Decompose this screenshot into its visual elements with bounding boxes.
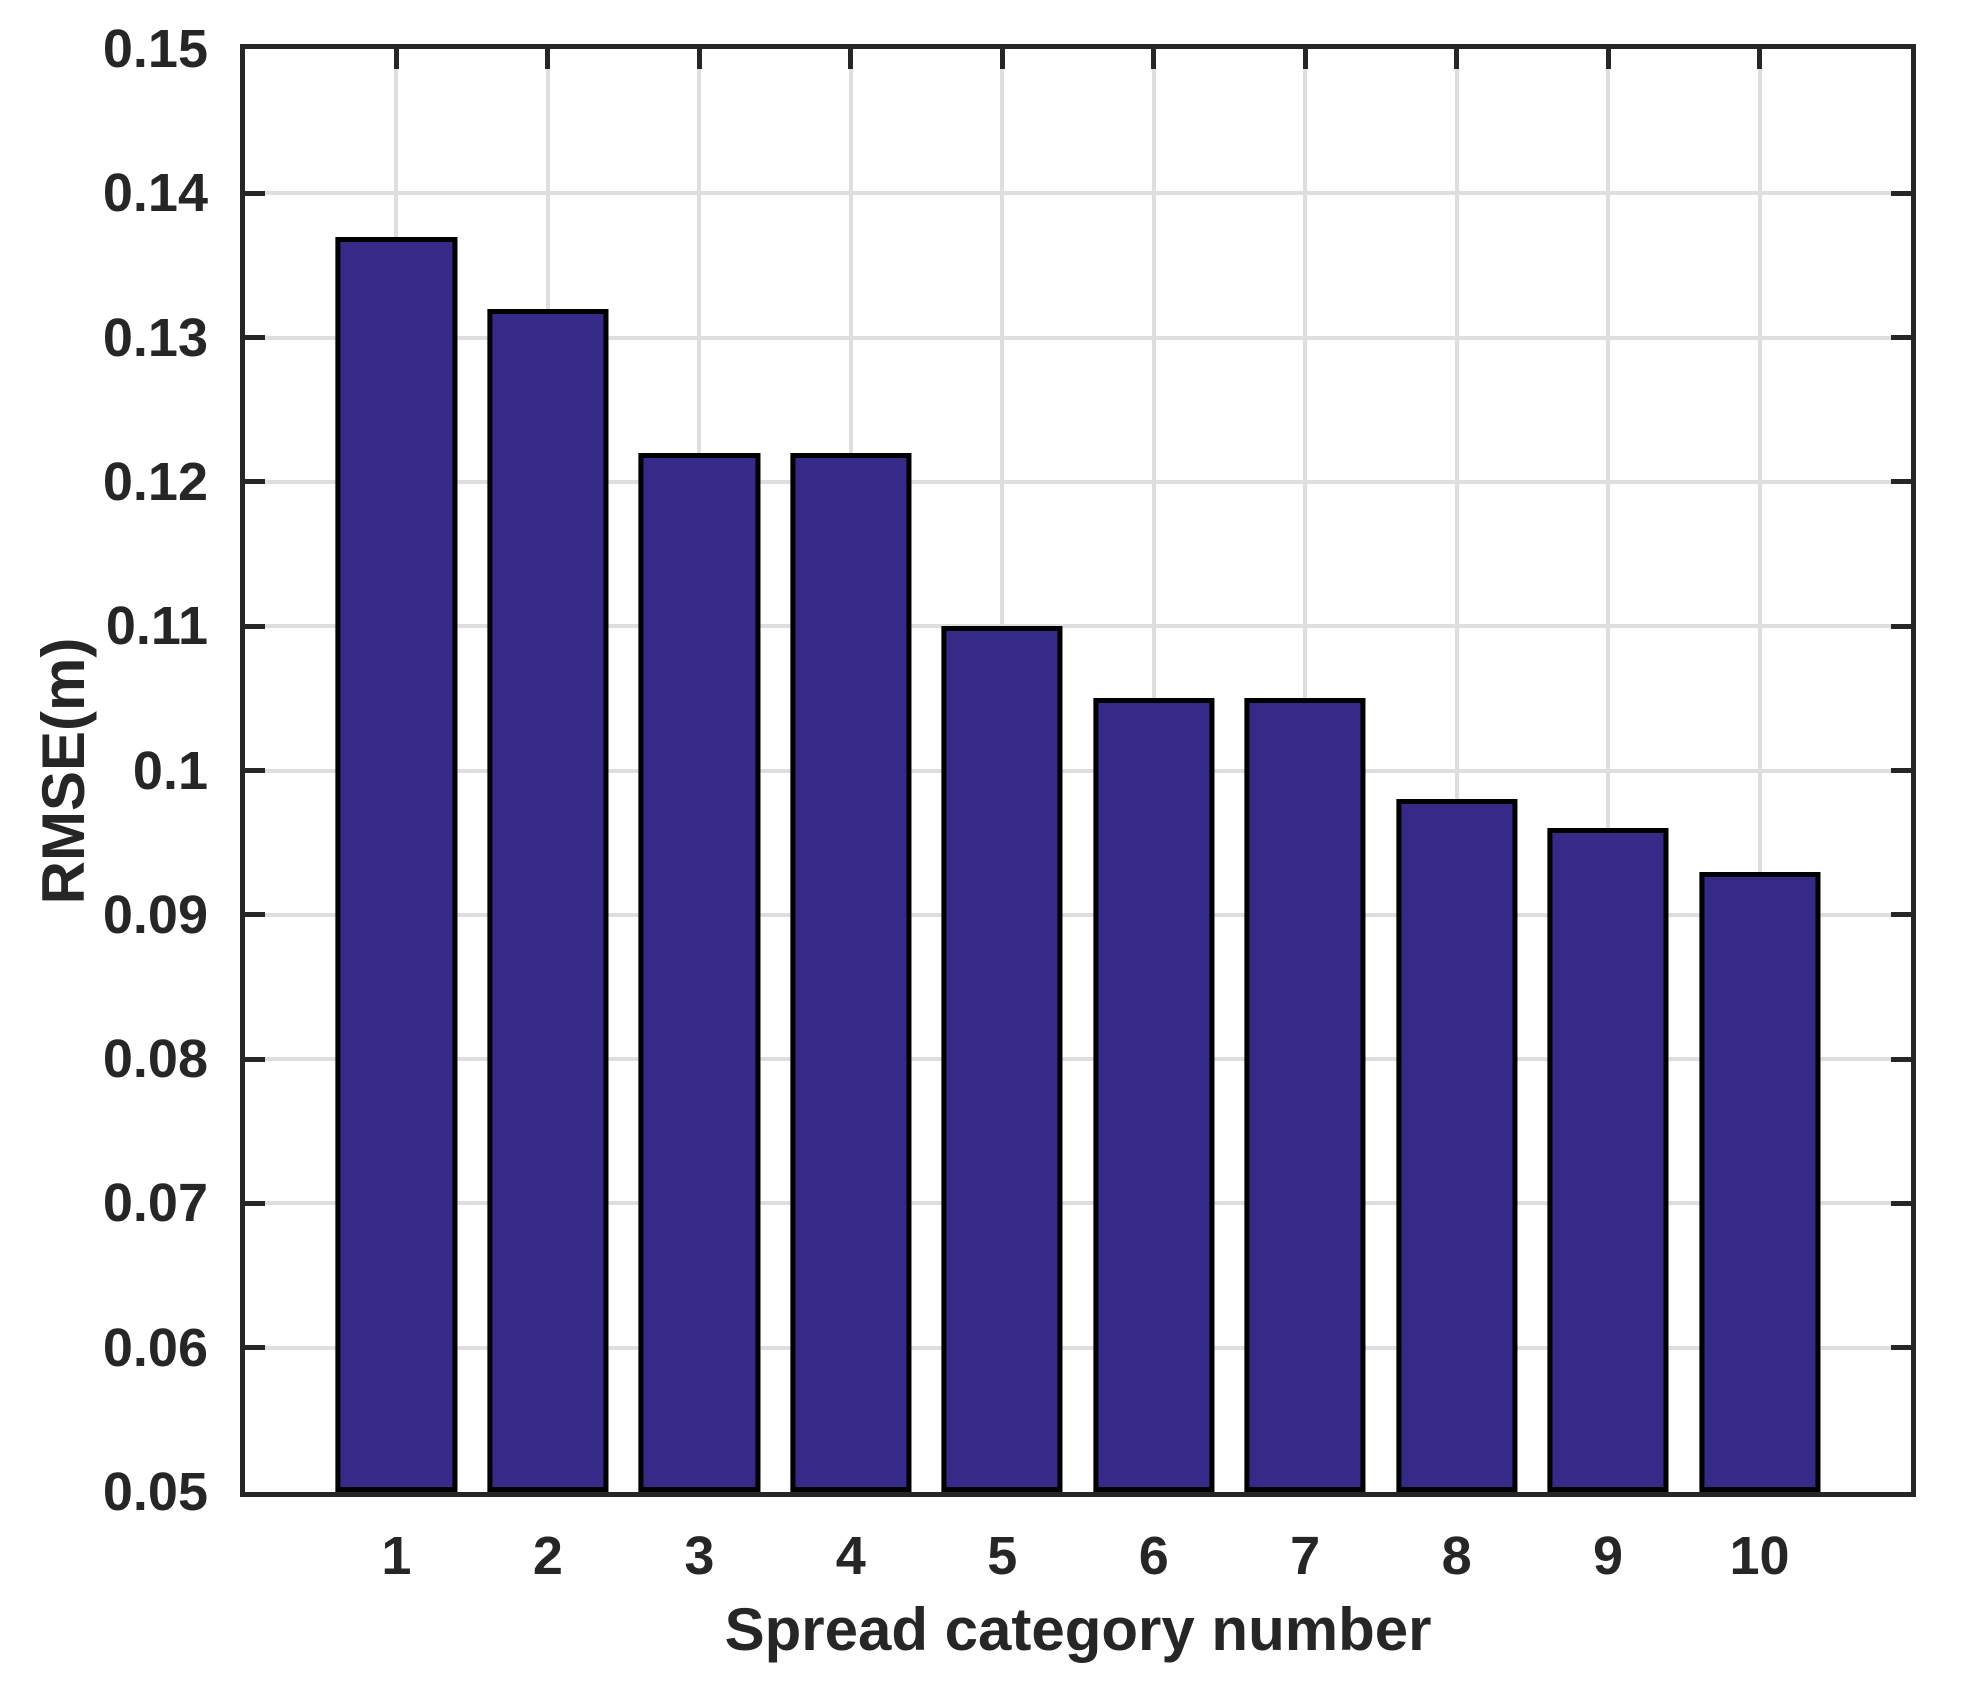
y-tick-mark-left <box>245 912 265 918</box>
y-tick-label: 0.05 <box>102 1462 208 1522</box>
y-tick-mark-left <box>245 768 265 773</box>
bar-category-10 <box>1698 871 1821 1492</box>
y-tick-mark-right <box>1891 190 1911 196</box>
h-gridline <box>245 479 1911 484</box>
h-gridline <box>245 191 1911 196</box>
y-tick-mark-left <box>245 1056 265 1062</box>
y-tick-mark-left <box>245 1345 265 1351</box>
x-tick-label: 6 <box>1138 1526 1169 1586</box>
h-gridline <box>245 335 1911 340</box>
h-gridline <box>245 624 1911 629</box>
x-tick-mark-top <box>393 49 399 69</box>
h-gridline <box>245 1057 1911 1062</box>
y-tick-mark-left <box>245 479 265 485</box>
bar-category-9 <box>1547 828 1669 1492</box>
x-tick-mark-top <box>1151 49 1157 69</box>
y-tick-label: 0.11 <box>105 596 208 657</box>
y-tick-mark-right <box>1891 1200 1911 1206</box>
v-gridline <box>1454 49 1459 1492</box>
v-gridline <box>1757 49 1762 1492</box>
x-tick-mark-top <box>1302 49 1308 69</box>
bar-category-7 <box>1244 698 1366 1492</box>
y-tick-mark-right <box>1891 479 1911 485</box>
y-tick-mark-left <box>245 623 265 629</box>
v-gridline <box>1606 49 1611 1492</box>
y-tick-label: 0.09 <box>102 884 208 945</box>
y-tick-label: 0.13 <box>102 307 208 368</box>
bar-category-2 <box>487 308 609 1492</box>
y-tick-label: 0.12 <box>102 451 208 512</box>
y-tick-label: 0.08 <box>102 1029 208 1090</box>
y-tick-labels: 0.05 0.06 0.07 0.08 0.09 0.1 0.11 0.12 0.13 0.14 0… <box>0 22 224 1519</box>
x-tick-mark-top <box>696 49 702 69</box>
plot-area <box>240 44 1916 1497</box>
x-tick-mark-top <box>1454 49 1460 69</box>
y-tick-label: 0.07 <box>102 1173 208 1234</box>
x-axis-label: Spread category number <box>724 1596 1432 1663</box>
x-tick-label: 7 <box>1290 1526 1321 1586</box>
x-tick-label: 4 <box>835 1526 866 1586</box>
y-tick-mark-right <box>1891 1345 1911 1351</box>
x-tick-label: 3 <box>684 1526 715 1586</box>
bar-category-1 <box>335 236 458 1492</box>
x-tick-label: 5 <box>987 1526 1018 1586</box>
x-tick-label: 1 <box>381 1526 412 1586</box>
x-tick-mark-top <box>1757 49 1763 69</box>
y-tick-mark-right <box>1891 1056 1911 1062</box>
h-gridline <box>245 1201 1911 1206</box>
x-tick-label: 9 <box>1593 1526 1624 1586</box>
bar-category-4 <box>790 453 912 1492</box>
y-tick-mark-left <box>245 1200 265 1206</box>
y-tick-label: 0.1 <box>132 740 208 801</box>
x-tick-label: 2 <box>532 1526 563 1586</box>
y-tick-mark-right <box>1891 912 1911 918</box>
y-tick-mark-right <box>1891 768 1911 773</box>
y-tick-label: 0.14 <box>102 163 208 224</box>
h-gridline <box>245 1345 1911 1350</box>
y-tick-label: 0.06 <box>102 1317 208 1378</box>
y-tick-mark-left <box>245 190 265 196</box>
plot-content <box>245 49 1911 1492</box>
bar-category-6 <box>1093 698 1215 1492</box>
h-gridline <box>245 912 1911 917</box>
y-tick-label: 0.15 <box>102 19 208 79</box>
x-tick-labels: 1 2 3 4 5 6 7 8 9 10 <box>245 1524 1911 1588</box>
x-tick-label: 8 <box>1441 1526 1472 1586</box>
y-tick-mark-left <box>245 335 265 341</box>
bar-category-3 <box>638 453 760 1492</box>
x-tick-mark-top <box>1605 49 1611 69</box>
x-tick-mark-top <box>999 49 1005 69</box>
h-gridline <box>245 768 1911 773</box>
bar-category-8 <box>1396 799 1518 1492</box>
y-tick-mark-right <box>1891 335 1911 341</box>
x-tick-mark-top <box>848 49 854 69</box>
y-tick-mark-right <box>1891 623 1911 629</box>
x-tick-label: 10 <box>1729 1526 1790 1586</box>
x-tick-mark-top <box>545 49 551 69</box>
bar-category-5 <box>941 626 1063 1492</box>
